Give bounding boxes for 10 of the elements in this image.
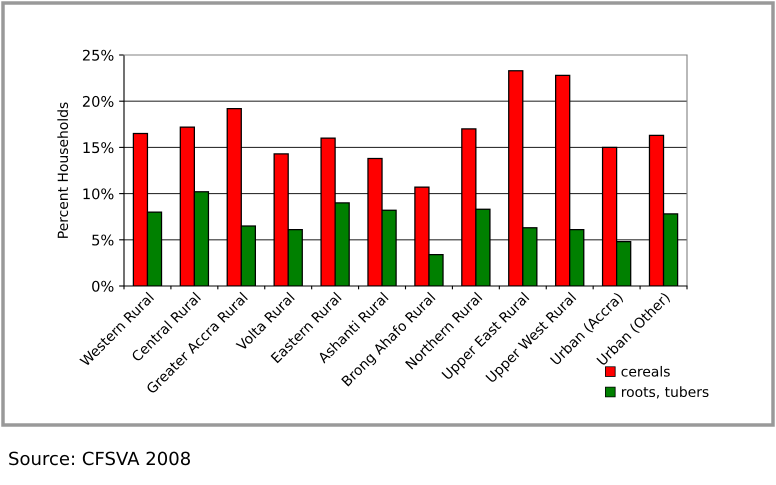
legend-label: cereals xyxy=(621,366,670,377)
y-tick-label: 5% xyxy=(92,234,114,246)
y-tick-label: 20% xyxy=(82,96,114,107)
y-tick-label: 0% xyxy=(92,280,114,292)
source-note: Source: CFSVA 2008 xyxy=(9,452,190,466)
y-tick-label: 10% xyxy=(83,188,114,200)
y-tick-label: 25% xyxy=(82,50,114,61)
y-axis-title: Percent Households xyxy=(57,102,68,238)
legend-label: roots, tubers xyxy=(622,386,709,398)
y-tick-label: 15% xyxy=(83,142,114,154)
